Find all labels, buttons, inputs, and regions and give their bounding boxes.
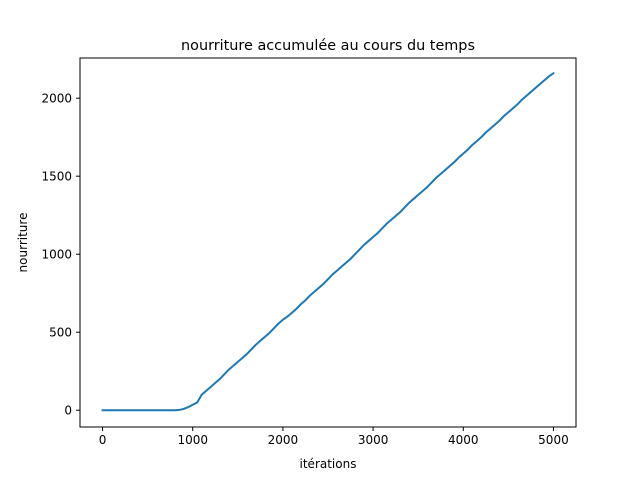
y-tick-label: 1500 <box>41 170 72 184</box>
y-tick-label: 0 <box>64 404 72 418</box>
x-tick-label: 3000 <box>358 433 389 447</box>
x-tick-label: 1000 <box>177 433 208 447</box>
y-tick-label: 1000 <box>41 248 72 262</box>
y-tick-label: 500 <box>49 326 72 340</box>
x-tick-label: 0 <box>99 433 107 447</box>
x-tick-label: 5000 <box>538 433 569 447</box>
chart-title: nourriture accumulée au cours du temps <box>181 38 475 54</box>
series-layer <box>101 71 555 412</box>
series-line-1 <box>101 71 555 412</box>
y-tick-label: 2000 <box>41 92 72 106</box>
x-axis-label: itérations <box>300 457 357 471</box>
y-axis-label: nourriture <box>16 213 30 273</box>
x-tick-label: 2000 <box>268 433 299 447</box>
plot-area <box>80 58 576 427</box>
x-axis-ticks: 0 1000 2000 3000 4000 5000 <box>99 427 569 447</box>
x-tick-label: 4000 <box>448 433 479 447</box>
plot-frame <box>79 57 577 428</box>
y-axis-ticks: 0 500 1000 1500 2000 <box>41 92 80 418</box>
